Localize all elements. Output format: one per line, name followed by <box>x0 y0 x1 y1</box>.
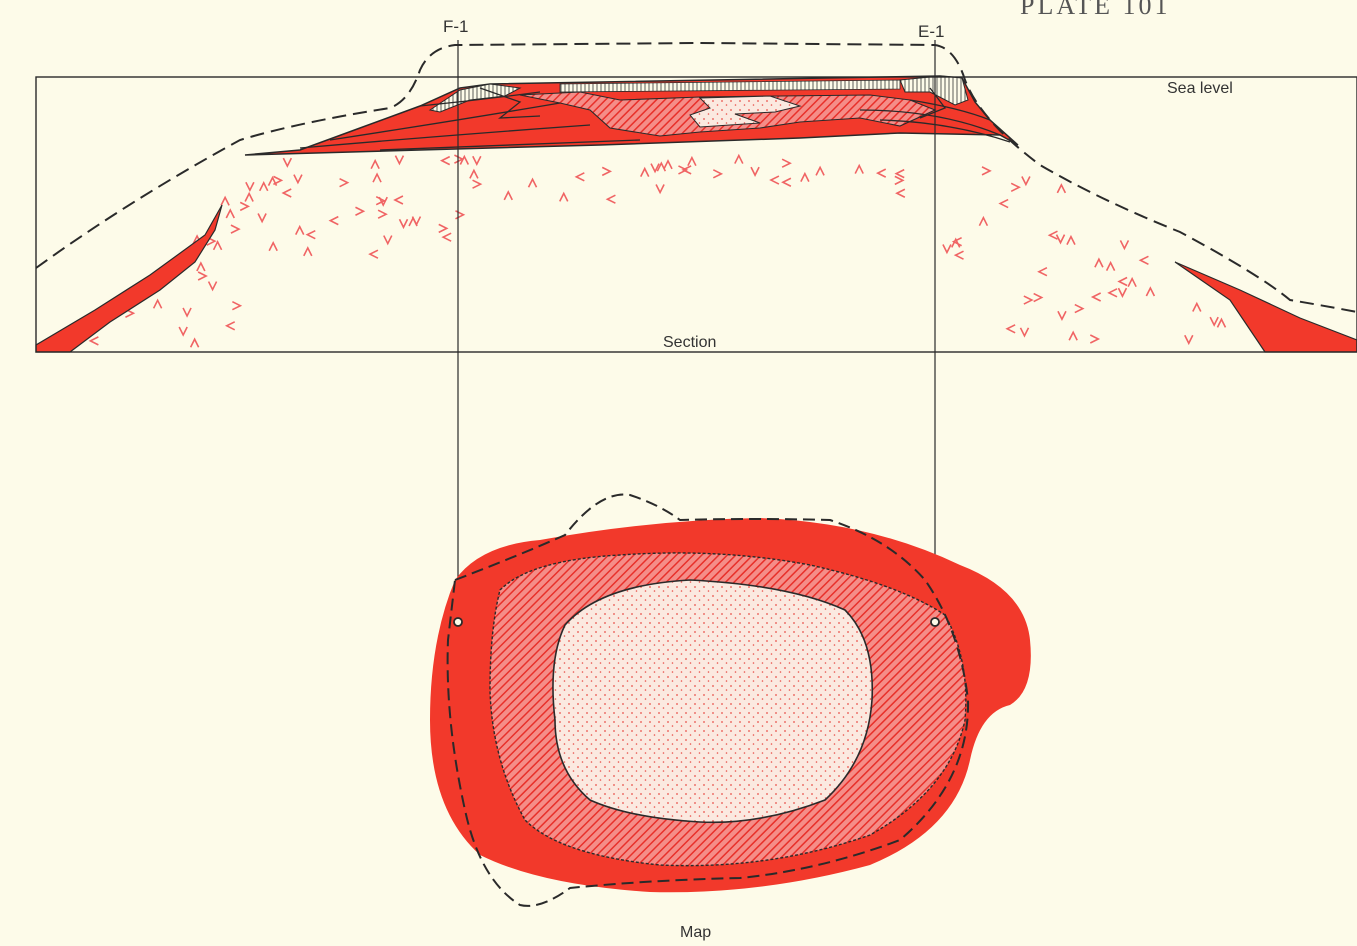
well-marker-e1 <box>931 618 939 626</box>
volcanic-basement <box>36 135 1265 352</box>
section-caption: Section <box>663 334 716 351</box>
well-marker-f1 <box>454 618 462 626</box>
well-label-e1: E-1 <box>918 22 944 41</box>
plan-map: Map <box>430 495 1031 942</box>
plate-title: PLATE 101 <box>1020 0 1171 20</box>
well-label-f1: F-1 <box>443 17 469 36</box>
cross-section: Sea level Section <box>36 43 1357 352</box>
map-caption: Map <box>680 924 711 941</box>
map-dotted-core <box>553 580 872 822</box>
sea-level-label: Sea level <box>1167 80 1233 97</box>
